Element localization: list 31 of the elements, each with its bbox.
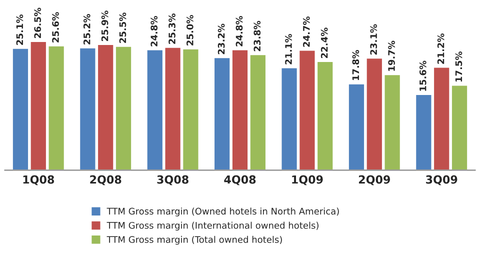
x-tick-label: 1Q08 [23, 175, 54, 186]
x-tick-label: 2Q09 [358, 175, 390, 186]
data-label: 17.5% [455, 52, 462, 82]
data-label: 25.9% [101, 10, 108, 41]
data-label: 24.8% [150, 16, 158, 46]
legend-label: TTM Gross margin (International owned hotels) [106, 222, 318, 231]
x-tick-label: 3Q08 [157, 175, 188, 186]
data-label: 21.2% [437, 34, 444, 64]
data-label: 25.0% [186, 15, 194, 46]
data-label: 23.2% [218, 24, 225, 54]
data-label: 25.1% [16, 14, 24, 45]
data-label: 25.2% [83, 14, 90, 44]
data-label: 26.5% [34, 8, 42, 38]
data-label: 25.5% [119, 12, 126, 43]
x-tick-label: 3Q09 [426, 175, 458, 186]
legend-label: TTM Gross margin (Owned hotels in North America) [106, 208, 339, 216]
x-tick-label: 1Q09 [292, 175, 323, 186]
data-label: 19.7% [388, 40, 395, 71]
data-label: 17.8% [352, 50, 360, 80]
data-label: 25.6% [52, 12, 59, 42]
x-tick-label: 2Q08 [90, 175, 122, 186]
data-label: 24.8% [236, 16, 243, 46]
data-label: 22.4% [320, 28, 328, 58]
legend-label: TTM Gross margin (Total owned hotels) [106, 236, 282, 245]
data-label: 25.3% [168, 14, 176, 44]
data-label: 24.7% [302, 16, 310, 47]
data-label: 21.1% [285, 34, 292, 64]
x-tick-label: 4Q08 [224, 175, 256, 186]
data-label: 15.6% [419, 60, 426, 91]
data-label: 23.8% [254, 20, 261, 52]
data-label: 23.1% [370, 24, 378, 55]
